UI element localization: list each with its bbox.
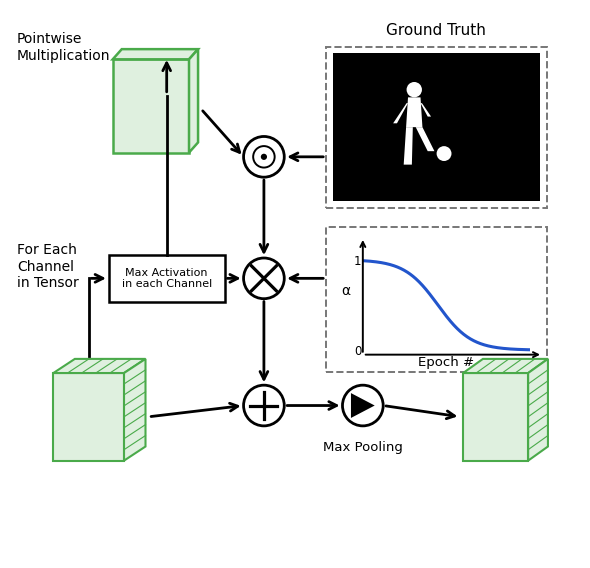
Polygon shape	[113, 59, 189, 153]
Polygon shape	[463, 373, 528, 461]
Text: Ground Truth: Ground Truth	[386, 23, 486, 38]
Circle shape	[342, 385, 383, 426]
Polygon shape	[351, 393, 375, 418]
Circle shape	[437, 146, 451, 161]
Polygon shape	[406, 97, 422, 127]
Text: Pointwise
Multiplication: Pointwise Multiplication	[17, 32, 110, 62]
Text: For Each
Channel
in Tensor: For Each Channel in Tensor	[17, 243, 78, 290]
Polygon shape	[393, 103, 408, 123]
Polygon shape	[53, 359, 146, 373]
FancyBboxPatch shape	[109, 255, 225, 302]
FancyBboxPatch shape	[326, 227, 546, 371]
Circle shape	[244, 136, 284, 177]
Polygon shape	[421, 103, 431, 116]
Circle shape	[244, 258, 284, 299]
Polygon shape	[416, 127, 434, 151]
Circle shape	[261, 154, 267, 160]
Polygon shape	[124, 359, 146, 461]
Polygon shape	[113, 49, 198, 59]
Polygon shape	[463, 359, 548, 373]
Bar	[333, 53, 540, 201]
Text: Max Pooling: Max Pooling	[323, 441, 403, 454]
Circle shape	[244, 385, 284, 426]
Circle shape	[407, 82, 422, 97]
Polygon shape	[528, 359, 548, 461]
Polygon shape	[404, 127, 413, 165]
Text: Max Activation
in each Channel: Max Activation in each Channel	[122, 268, 212, 289]
Polygon shape	[189, 49, 198, 153]
Polygon shape	[53, 373, 124, 461]
